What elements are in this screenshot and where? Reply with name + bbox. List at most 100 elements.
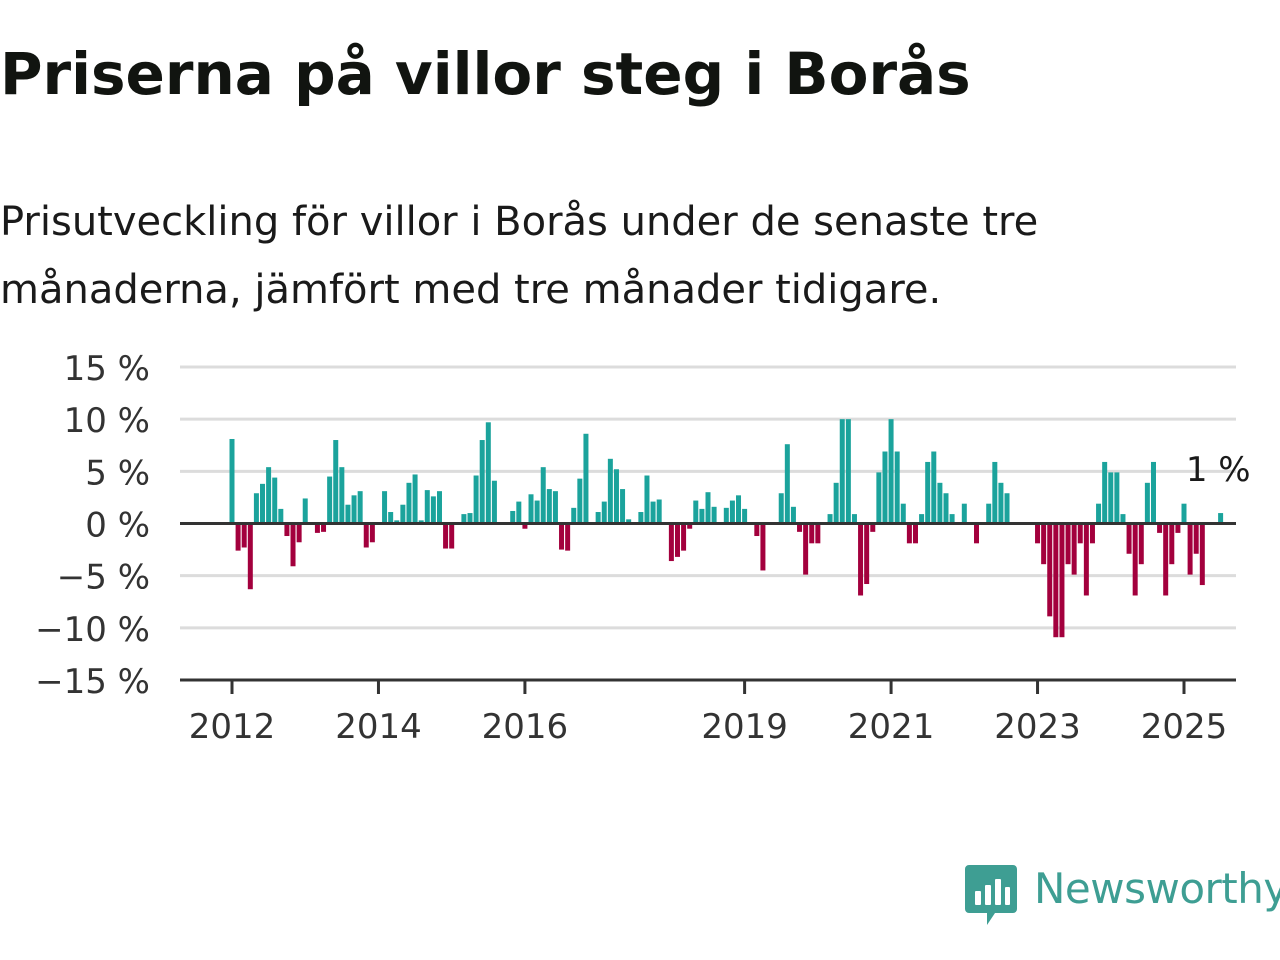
- bar: [809, 523, 815, 544]
- bar: [949, 514, 955, 524]
- bar: [925, 461, 931, 524]
- newsworthy-logo: Newsworthy: [962, 862, 1280, 928]
- y-tick-label: −10 %: [35, 610, 150, 650]
- bar: [1041, 523, 1047, 565]
- bar: [845, 419, 851, 524]
- bar: [369, 523, 375, 543]
- y-tick-label: 0 %: [85, 506, 150, 546]
- bar: [266, 467, 272, 524]
- bar: [491, 480, 497, 524]
- bar: [1132, 523, 1138, 596]
- bar: [827, 514, 833, 524]
- bar: [803, 523, 809, 575]
- bar: [711, 506, 717, 524]
- axes: [180, 522, 1236, 694]
- bar: [351, 495, 357, 524]
- bar: [760, 523, 766, 571]
- bar: [583, 433, 589, 524]
- bar: [314, 523, 320, 533]
- bar: [290, 523, 296, 567]
- bar: [302, 498, 308, 524]
- bar: [937, 482, 943, 524]
- bar: [406, 482, 412, 524]
- bar: [626, 519, 632, 524]
- bar: [1089, 523, 1095, 544]
- x-axis-labels: 2012 2014 2016 2019 2021 2023 2025: [189, 707, 1228, 747]
- bar: [601, 501, 607, 524]
- bar: [961, 503, 967, 524]
- bar: [1035, 523, 1041, 544]
- bar: [1108, 472, 1114, 524]
- bar: [705, 492, 711, 524]
- bar: [333, 440, 339, 524]
- bar: [613, 469, 619, 524]
- bar: [559, 523, 565, 550]
- y-axis-labels: 15 % 10 % 5 % 0 % −5 % −10 % −15 %: [35, 349, 150, 702]
- bar: [522, 523, 528, 529]
- bar: [296, 523, 302, 543]
- bar: [1053, 523, 1059, 638]
- bar: [321, 523, 327, 532]
- last-value-label: 1 %: [1186, 450, 1251, 490]
- bar: [1077, 523, 1083, 544]
- bar: [736, 495, 742, 524]
- bar: [260, 483, 266, 524]
- bar: [1199, 523, 1205, 586]
- x-tick-label: 2025: [1141, 707, 1228, 747]
- bar: [1059, 523, 1065, 638]
- bar: [284, 523, 290, 537]
- bar: [388, 512, 394, 524]
- bar: [742, 508, 748, 524]
- bar: [418, 520, 424, 524]
- bar: [1065, 523, 1071, 565]
- bar: [839, 419, 845, 524]
- bar: [400, 504, 406, 524]
- x-tick-label: 2016: [482, 707, 569, 747]
- bar: [327, 476, 333, 524]
- bar: [436, 491, 442, 524]
- bar: [681, 523, 687, 551]
- y-tick-label: 10 %: [64, 401, 150, 441]
- bar: [644, 475, 650, 524]
- bar: [534, 500, 540, 524]
- x-tick-label: 2014: [335, 707, 422, 747]
- bar: [595, 512, 601, 524]
- bar: [339, 467, 345, 524]
- bar: [424, 490, 430, 524]
- bar: [449, 523, 455, 549]
- annotations: 1 %: [1186, 450, 1251, 490]
- bar: [784, 444, 790, 524]
- bar: [687, 523, 693, 529]
- bar: [241, 523, 247, 548]
- bar: [1120, 514, 1126, 524]
- bar: [723, 507, 729, 524]
- bar: [668, 523, 674, 562]
- y-tick-label: 5 %: [85, 453, 150, 493]
- bar: [1144, 482, 1150, 524]
- bar: [382, 491, 388, 524]
- bar: [473, 475, 479, 524]
- bar: [430, 496, 436, 524]
- bar: [363, 523, 369, 548]
- bar: [1114, 472, 1120, 524]
- bar: [565, 523, 571, 551]
- bar: [1126, 523, 1132, 554]
- bar: [1163, 523, 1169, 596]
- bar: [656, 499, 662, 524]
- bar: [1096, 503, 1102, 524]
- bar: [1083, 523, 1089, 596]
- brand-name: Newsworthy: [1034, 864, 1280, 913]
- bar: [833, 482, 839, 524]
- bar: [1071, 523, 1077, 575]
- bar: [467, 513, 473, 524]
- bar: [1102, 461, 1108, 524]
- bar: [1187, 523, 1193, 575]
- bar: [516, 501, 522, 524]
- bar: [1169, 523, 1175, 565]
- bar: [876, 472, 882, 524]
- bar: [229, 438, 235, 524]
- bar: [986, 503, 992, 524]
- bar: [1150, 461, 1156, 524]
- bar: [943, 493, 949, 524]
- bar: [1157, 523, 1163, 533]
